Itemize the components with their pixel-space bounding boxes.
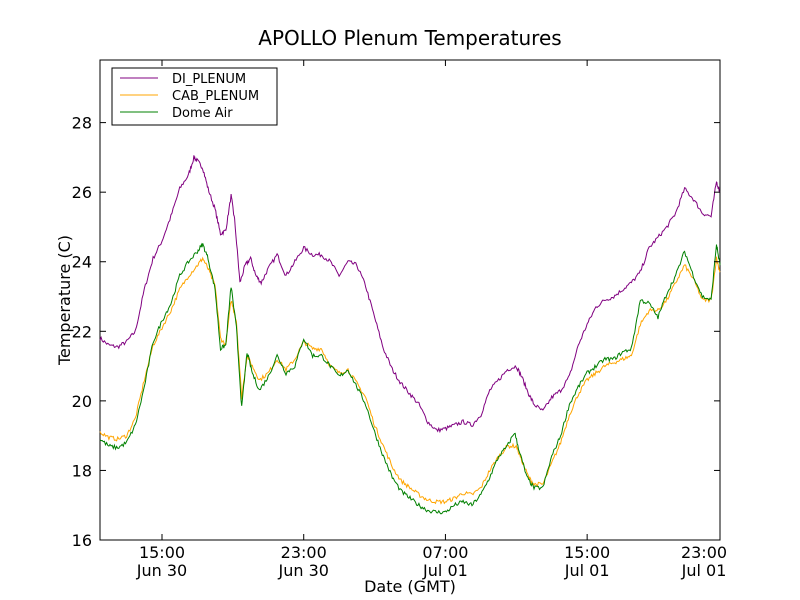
x-tick-label-time: 23:00	[681, 543, 727, 562]
series-line-dome-air	[99, 242, 721, 515]
x-tick-label-date: Jul 01	[422, 561, 468, 580]
y-tick-label: 28	[72, 114, 92, 133]
y-tick-label: 20	[72, 392, 92, 411]
x-tick-label-date: Jun 30	[277, 561, 328, 580]
x-tick-label-date: Jun 30	[136, 561, 187, 580]
series-lines	[99, 155, 721, 515]
series-line-cab-plenum	[99, 256, 721, 505]
x-tick-label-time: 23:00	[281, 543, 327, 562]
x-tick-label-time: 07:00	[422, 543, 468, 562]
y-tick-label: 16	[72, 531, 92, 550]
y-tick-label: 18	[72, 461, 92, 480]
legend-label: DI_PLENUM	[172, 72, 246, 87]
series-line-di-plenum	[99, 155, 721, 434]
legend: DI_PLENUM CAB_PLENUM Dome Air	[111, 67, 278, 126]
y-axis-label: Temperature (C)	[55, 235, 74, 366]
y-tick-label: 26	[72, 183, 92, 202]
x-axis-label: Date (GMT)	[364, 577, 456, 596]
y-tick-label: 24	[72, 253, 92, 272]
x-tick-label-date: Jul 01	[564, 561, 610, 580]
x-tick-label-time: 15:00	[564, 543, 610, 562]
x-tick-label-time: 15:00	[139, 543, 185, 562]
chart-title: APOLLO Plenum Temperatures	[258, 26, 561, 50]
legend-label: CAB_PLENUM	[172, 89, 259, 104]
y-tick-label: 22	[72, 322, 92, 341]
x-tick-label-date: Jul 01	[681, 561, 727, 580]
plot-area	[99, 59, 721, 541]
legend-label: Dome Air	[172, 106, 233, 121]
